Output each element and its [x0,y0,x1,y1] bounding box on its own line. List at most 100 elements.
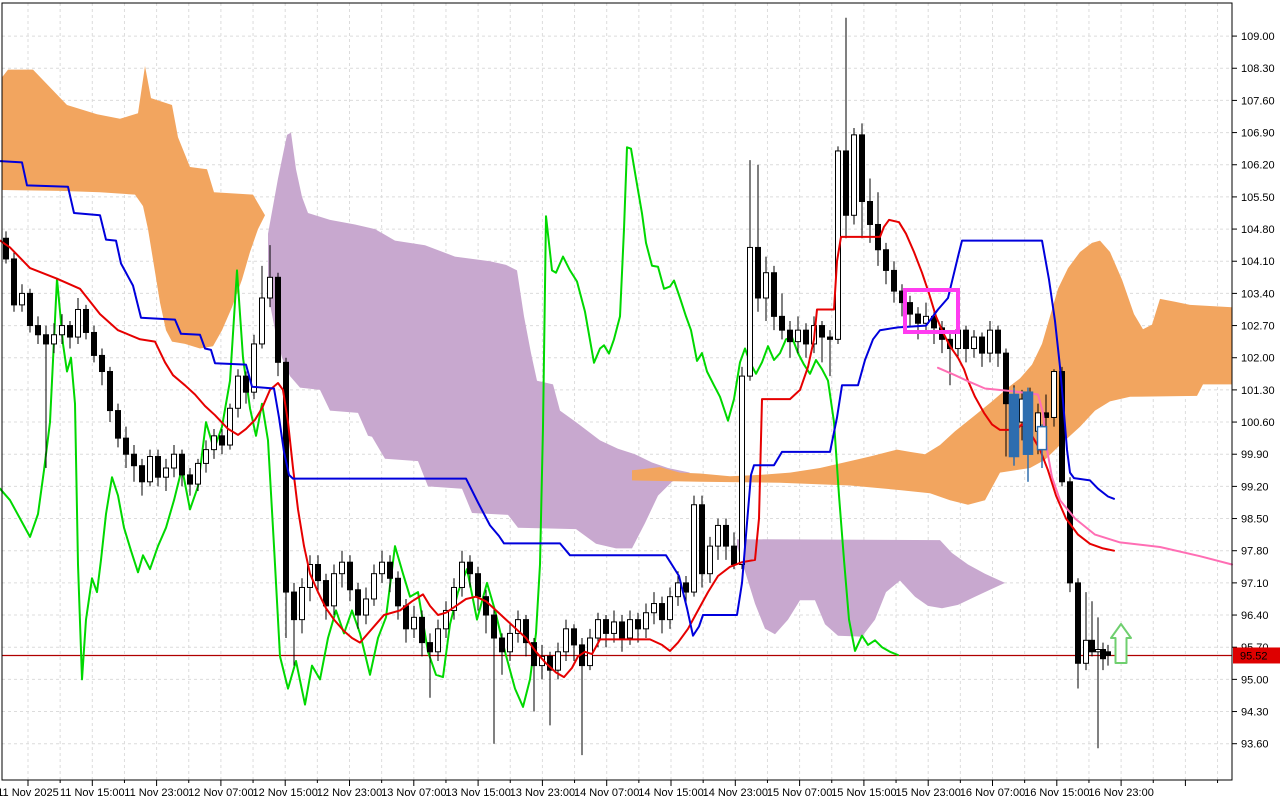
candle-bullish [379,561,385,575]
time-tick-label: 15 Nov 07:00 [767,787,832,799]
candle-bullish [1095,649,1101,653]
candle-bearish [219,435,225,446]
current-price-label-bg [1233,647,1280,664]
candle-bullish [563,628,569,653]
price-tick-label: 94.30 [1241,707,1269,719]
candle-bullish [203,449,209,464]
candle-bullish [371,573,377,600]
candle-bullish [363,598,369,616]
candle-bearish [403,605,409,630]
time-tick-label: 12 Nov 07:00 [188,787,253,799]
price-tick-label: 109.00 [1241,31,1275,43]
candle-bullish [451,586,457,611]
candle-bearish [947,338,953,350]
candle-bearish [131,453,137,467]
candle-bearish [427,642,433,653]
candle-bearish [779,315,785,331]
candle-bearish [1067,481,1073,584]
candle-bearish [827,336,833,340]
candle-bearish [187,474,193,485]
time-tick-label: 11 Nov 15:00 [60,787,125,799]
candle-bullish [19,292,25,306]
candle-bullish [227,407,233,446]
candle-bullish [251,343,257,393]
candle-bearish [467,561,473,575]
arrow-up-icon[interactable] [1110,623,1132,664]
candle-bearish [3,237,9,260]
candle-bearish [699,504,705,575]
candle-bearish [731,545,737,565]
candle-bullish [267,276,273,299]
candle-bullish [211,435,217,451]
orange-cloud-right [632,240,1232,505]
candle-bearish [179,453,185,476]
overlay-pink-line [937,366,1233,566]
candle-bullish [587,637,593,667]
candle-bearish [283,361,289,593]
time-tick-label: 14 Nov 23:00 [703,787,768,799]
chikou-span-line [0,146,899,708]
candle-bullish [299,586,305,621]
candle-bullish [75,308,81,338]
candle-bearish [1105,651,1111,656]
candle-bearish [491,614,497,639]
candle-bearish [27,292,33,327]
price-tick-label: 95.00 [1241,674,1269,686]
candle-bullish [675,582,681,598]
time-tick-label: 15 Nov 23:00 [895,787,960,799]
candle-bullish [1051,371,1057,418]
time-tick-label: 16 Nov 15:00 [1024,787,1089,799]
candle-bullish [627,619,633,639]
candle-bearish [603,619,609,634]
time-tick-label: 16 Nov 07:00 [960,787,1025,799]
candle-bearish [395,577,401,607]
candle-bullish [339,561,345,575]
candle-bullish [59,325,65,336]
highlight-rectangle-object[interactable] [903,288,960,334]
candle-bearish [1100,649,1106,660]
time-tick-label: 11 Nov 2025 [0,787,59,799]
candle-bearish [755,246,761,299]
candle-bearish [531,642,537,667]
candle-bullish [51,334,57,345]
candle-bearish [907,302,913,315]
candle-bearish [571,628,577,646]
candle-bearish [1075,582,1081,664]
time-tick-label: 14 Nov 07:00 [574,787,639,799]
candle-bearish [843,150,849,216]
candle-bullish [235,375,241,409]
time-tick-label: 15 Nov 15:00 [831,787,896,799]
purple-cloud-main [268,132,690,549]
candle-bullish [611,621,617,634]
candle-bearish [499,637,505,653]
price-tick-label: 99.20 [1241,481,1269,493]
candle-bullish [667,596,673,621]
price-axis[interactable] [1232,35,1237,745]
plot-border [1,2,1233,781]
candle-bearish [787,329,793,343]
candle-bearish [963,329,969,350]
candle-bullish [411,616,417,630]
candle-bullish [443,609,449,630]
candle-bullish [259,297,265,345]
candle-bullish [987,329,993,354]
candle-bullish [507,632,513,653]
overlay-candle [1008,393,1020,458]
candle-bullish [739,375,745,565]
candle-bearish [43,334,49,345]
candle-bearish [547,655,553,671]
candle-bullish [595,619,601,639]
time-tick-label: 12 Nov 15:00 [252,787,317,799]
time-tick-label: 12 Nov 23:00 [317,787,382,799]
candle-bearish [995,329,1001,354]
candle-bearish [139,465,145,483]
candle-bearish [803,329,809,345]
price-tick-label: 104.10 [1241,256,1275,268]
candle-bearish [683,582,689,593]
candle-bullish [435,628,441,653]
candle-bearish [419,616,425,644]
candle-bullish [795,329,801,343]
time-axis[interactable] [27,780,1219,786]
